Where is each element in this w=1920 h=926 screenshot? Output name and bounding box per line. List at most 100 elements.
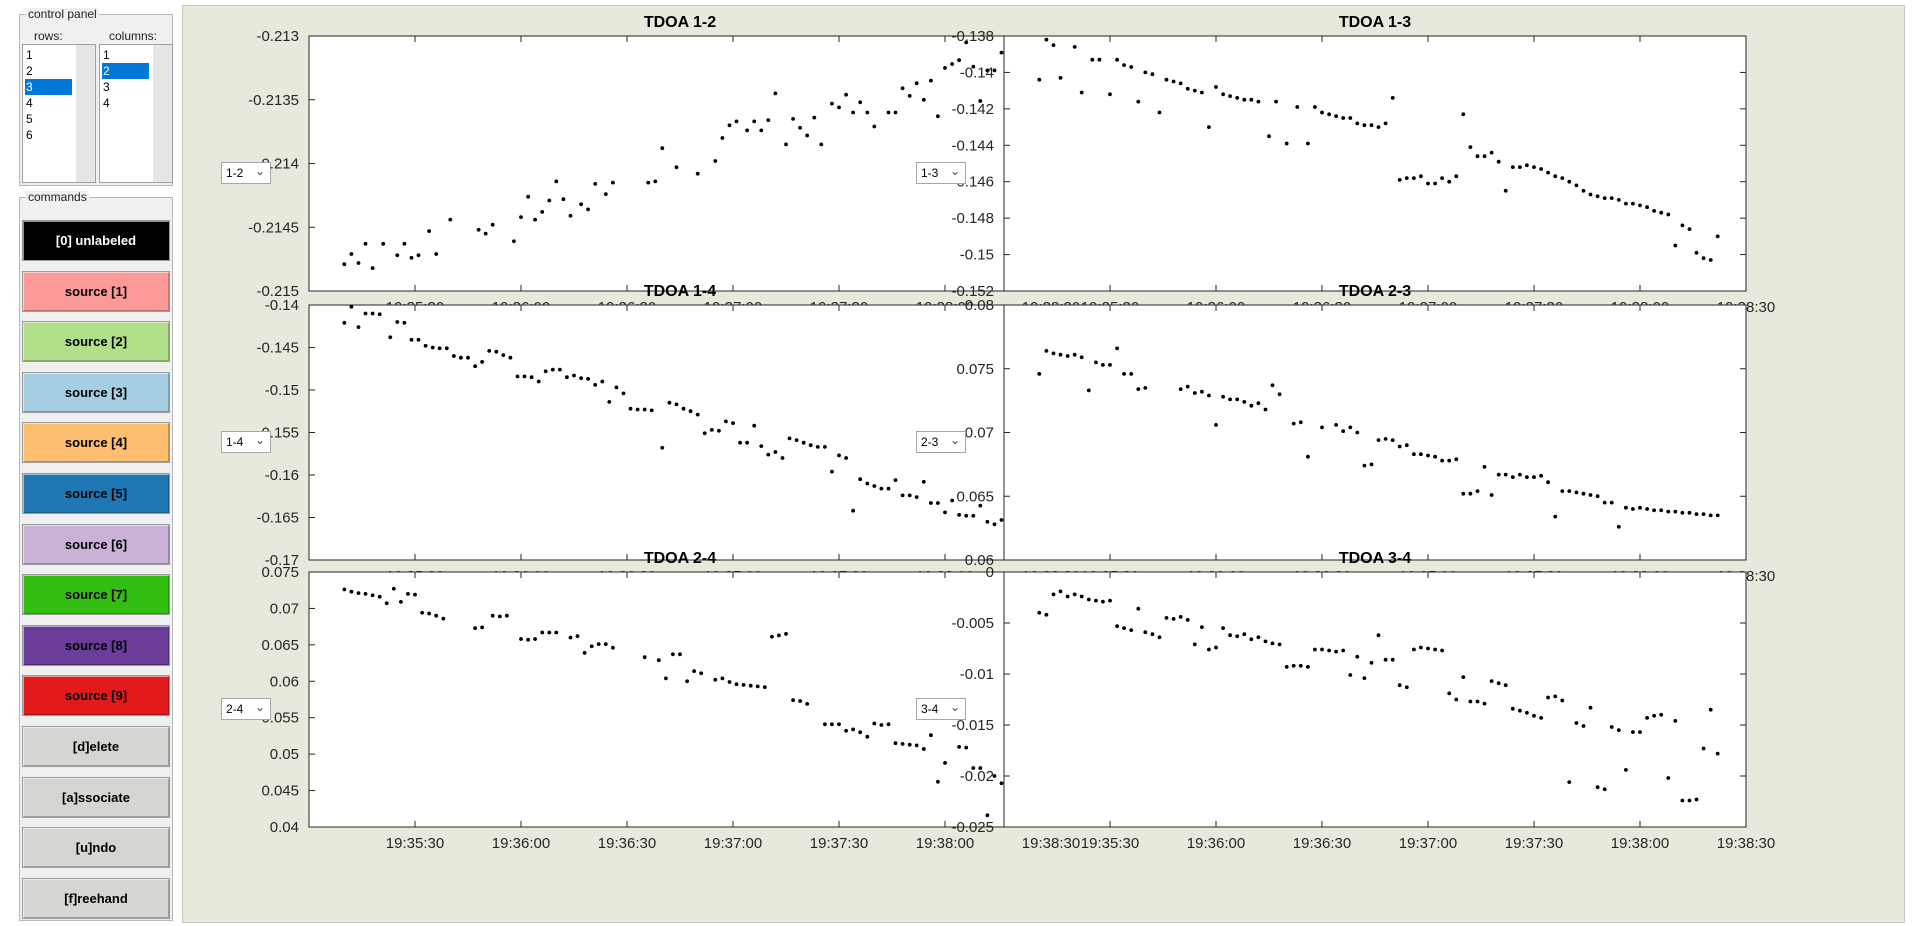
plot3-point (1581, 491, 1586, 496)
plot0-point (773, 91, 778, 96)
plot2-point (430, 345, 435, 350)
rows-option-2[interactable]: 2 (26, 64, 33, 78)
plot4-point (434, 613, 439, 618)
plot3-point (1298, 420, 1303, 425)
plot5-point (1051, 592, 1056, 597)
plot2-point (550, 367, 555, 372)
rows-scrollbar[interactable] (76, 45, 95, 182)
plot4-point (678, 652, 682, 657)
source-3-button[interactable]: source [3] (22, 371, 170, 413)
plot0-point (819, 142, 824, 147)
plot0-point (713, 159, 718, 163)
plot5-point (1680, 798, 1685, 803)
pair-selector-2-3[interactable]: 2-3 ⌄ (916, 430, 966, 453)
0-unlabeled-button[interactable]: [0] unlabeled (22, 220, 170, 261)
source-5-button[interactable]: source [5] (22, 473, 170, 514)
plot3-point (1065, 354, 1070, 358)
plot3-point (1461, 491, 1466, 496)
plot5-point (1567, 780, 1572, 784)
rows-option-3[interactable]: 3 (25, 79, 72, 95)
plot2-point (900, 493, 905, 498)
rows-option-4[interactable]: 4 (26, 96, 33, 110)
plot3-point (1263, 407, 1268, 412)
plot2-point (459, 355, 463, 360)
source-9-button[interactable]: source [9] (22, 675, 170, 717)
rows-option-6[interactable]: 6 (26, 128, 33, 142)
plot4-y-tick-label: 0.06 (270, 673, 299, 690)
columns-scrollbar[interactable] (153, 45, 172, 182)
plot5-point (1532, 713, 1536, 718)
plot3-point (1362, 463, 1367, 468)
plot2-point (738, 440, 742, 445)
columns-option-3[interactable]: 3 (103, 80, 110, 94)
plot4-x-tick-label: 19:35:30 (386, 835, 444, 852)
pair-selector-1-4[interactable]: 1-4 ⌄ (221, 430, 271, 453)
plot3-point (1645, 507, 1649, 511)
plot4-point (349, 589, 354, 594)
plot4-x-tick-label: 19:37:30 (810, 835, 868, 852)
plot5-title: TDOA 3-4 (1339, 550, 1411, 567)
pair-selector-3-4[interactable]: 3-4 ⌄ (916, 697, 966, 720)
plot5-point (1334, 649, 1338, 654)
plot3-point (1355, 430, 1360, 435)
plot4-point (985, 813, 990, 818)
f-reehand-button[interactable]: [f]reehand (22, 877, 170, 919)
plot2-point (985, 519, 990, 524)
plot4-point (427, 611, 431, 616)
plot1-point (1433, 181, 1437, 186)
plot5-point (1419, 645, 1423, 650)
pair-selector-2-4[interactable]: 2-4 ⌄ (221, 697, 271, 720)
source-6-button[interactable]: source [6] (22, 523, 170, 565)
plot0-point (759, 128, 764, 133)
a-ssociate-button[interactable]: [a]ssociate (22, 776, 170, 818)
plot1-point (1447, 179, 1452, 184)
rows-option-1[interactable]: 1 (26, 48, 33, 62)
plot2-point (409, 337, 414, 342)
plot5-point (1588, 705, 1593, 710)
plot3-point (1369, 462, 1374, 467)
plot1-point (1072, 45, 1077, 49)
columns-option-1[interactable]: 1 (103, 48, 110, 62)
columns-option-2[interactable]: 2 (102, 63, 149, 79)
plot4-y-tick-label: 0.05 (270, 746, 299, 763)
plot5-point (1185, 618, 1190, 622)
plot4-point (441, 616, 446, 621)
plot5-point (1291, 663, 1296, 668)
u-ndo-button[interactable]: [u]ndo (22, 827, 170, 869)
plot5-point (1595, 785, 1600, 790)
plot2-point (579, 376, 583, 380)
commands-group: commands [0] unlabeled source [1] source [… (19, 191, 173, 921)
plot0-point (978, 99, 983, 103)
plot0-point (490, 222, 495, 227)
rows-option-5[interactable]: 5 (26, 112, 33, 126)
plot4-point (720, 676, 725, 681)
plot3-y-tick-label: 0.06 (965, 552, 994, 569)
d-elete-button[interactable]: [d]elete (22, 726, 170, 767)
pair-selector-1-2[interactable]: 1-2 ⌄ (221, 161, 271, 184)
plot0-point (734, 119, 739, 124)
plot1-point (1624, 201, 1628, 206)
plot3-point (1270, 383, 1275, 388)
pair-selector-value: 3-4 (921, 701, 939, 716)
source-4-button[interactable]: source [4] (22, 422, 170, 464)
plot2-point (586, 377, 590, 381)
source-7-button[interactable]: source [7] (22, 574, 170, 616)
columns-option-4[interactable]: 4 (103, 96, 110, 110)
source-1-button[interactable]: source [1] (22, 270, 170, 312)
plot2-point (515, 374, 520, 379)
plot1-y-tick-label: -0.14 (960, 64, 994, 81)
source-8-button[interactable]: source [8] (22, 624, 170, 666)
source-2-button[interactable]: source [2] (22, 321, 170, 363)
plot5-point (1327, 648, 1331, 653)
plot3-point (1242, 400, 1247, 404)
plot3-point (1553, 514, 1558, 519)
plot0-point (851, 110, 855, 115)
plot1-point (1510, 165, 1515, 170)
plot4-point (399, 600, 403, 604)
plot5-point (1150, 632, 1155, 637)
plot4-point (519, 637, 523, 641)
plot1-point (1284, 141, 1289, 146)
pair-selector-1-3[interactable]: 1-3 ⌄ (916, 161, 966, 184)
